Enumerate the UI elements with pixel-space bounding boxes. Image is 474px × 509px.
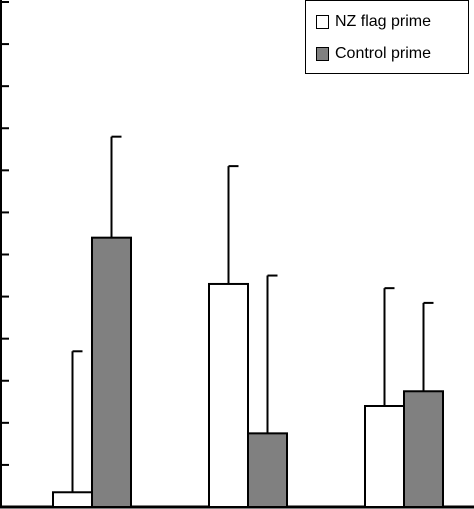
legend-label-control-prime: Control prime <box>335 45 432 62</box>
bar <box>52 491 93 509</box>
legend-label-nz-flag-prime: NZ flag prime <box>335 13 432 30</box>
bar <box>364 405 405 508</box>
bar <box>91 236 132 509</box>
bar <box>208 282 249 509</box>
bar <box>403 390 444 509</box>
legend-item-nz-flag-prime: NZ flag prime <box>316 11 431 33</box>
legend-swatch-control-prime <box>316 47 329 61</box>
bar <box>247 432 288 508</box>
legend-item-control-prime: Control prime <box>316 43 431 65</box>
legend-swatch-nz-flag-prime <box>316 15 329 29</box>
chart-bars <box>52 135 444 509</box>
chart-legend: NZ flag prime Control prime <box>305 0 469 74</box>
